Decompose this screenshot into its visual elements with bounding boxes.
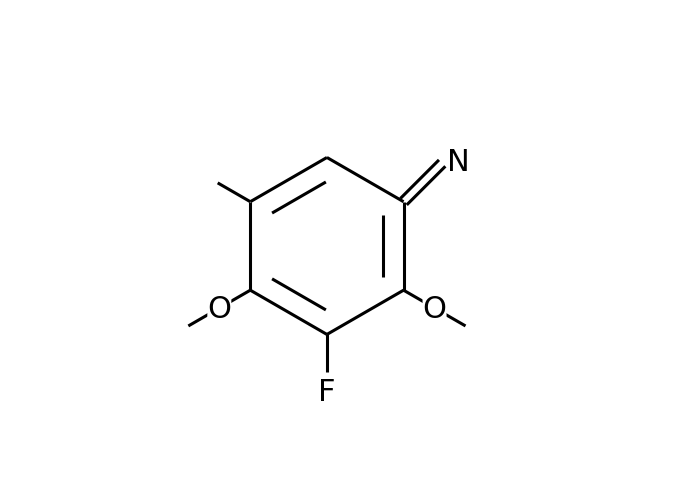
Text: O: O [423, 294, 447, 323]
Text: N: N [447, 147, 469, 176]
Text: F: F [318, 377, 336, 406]
Text: O: O [207, 294, 231, 323]
